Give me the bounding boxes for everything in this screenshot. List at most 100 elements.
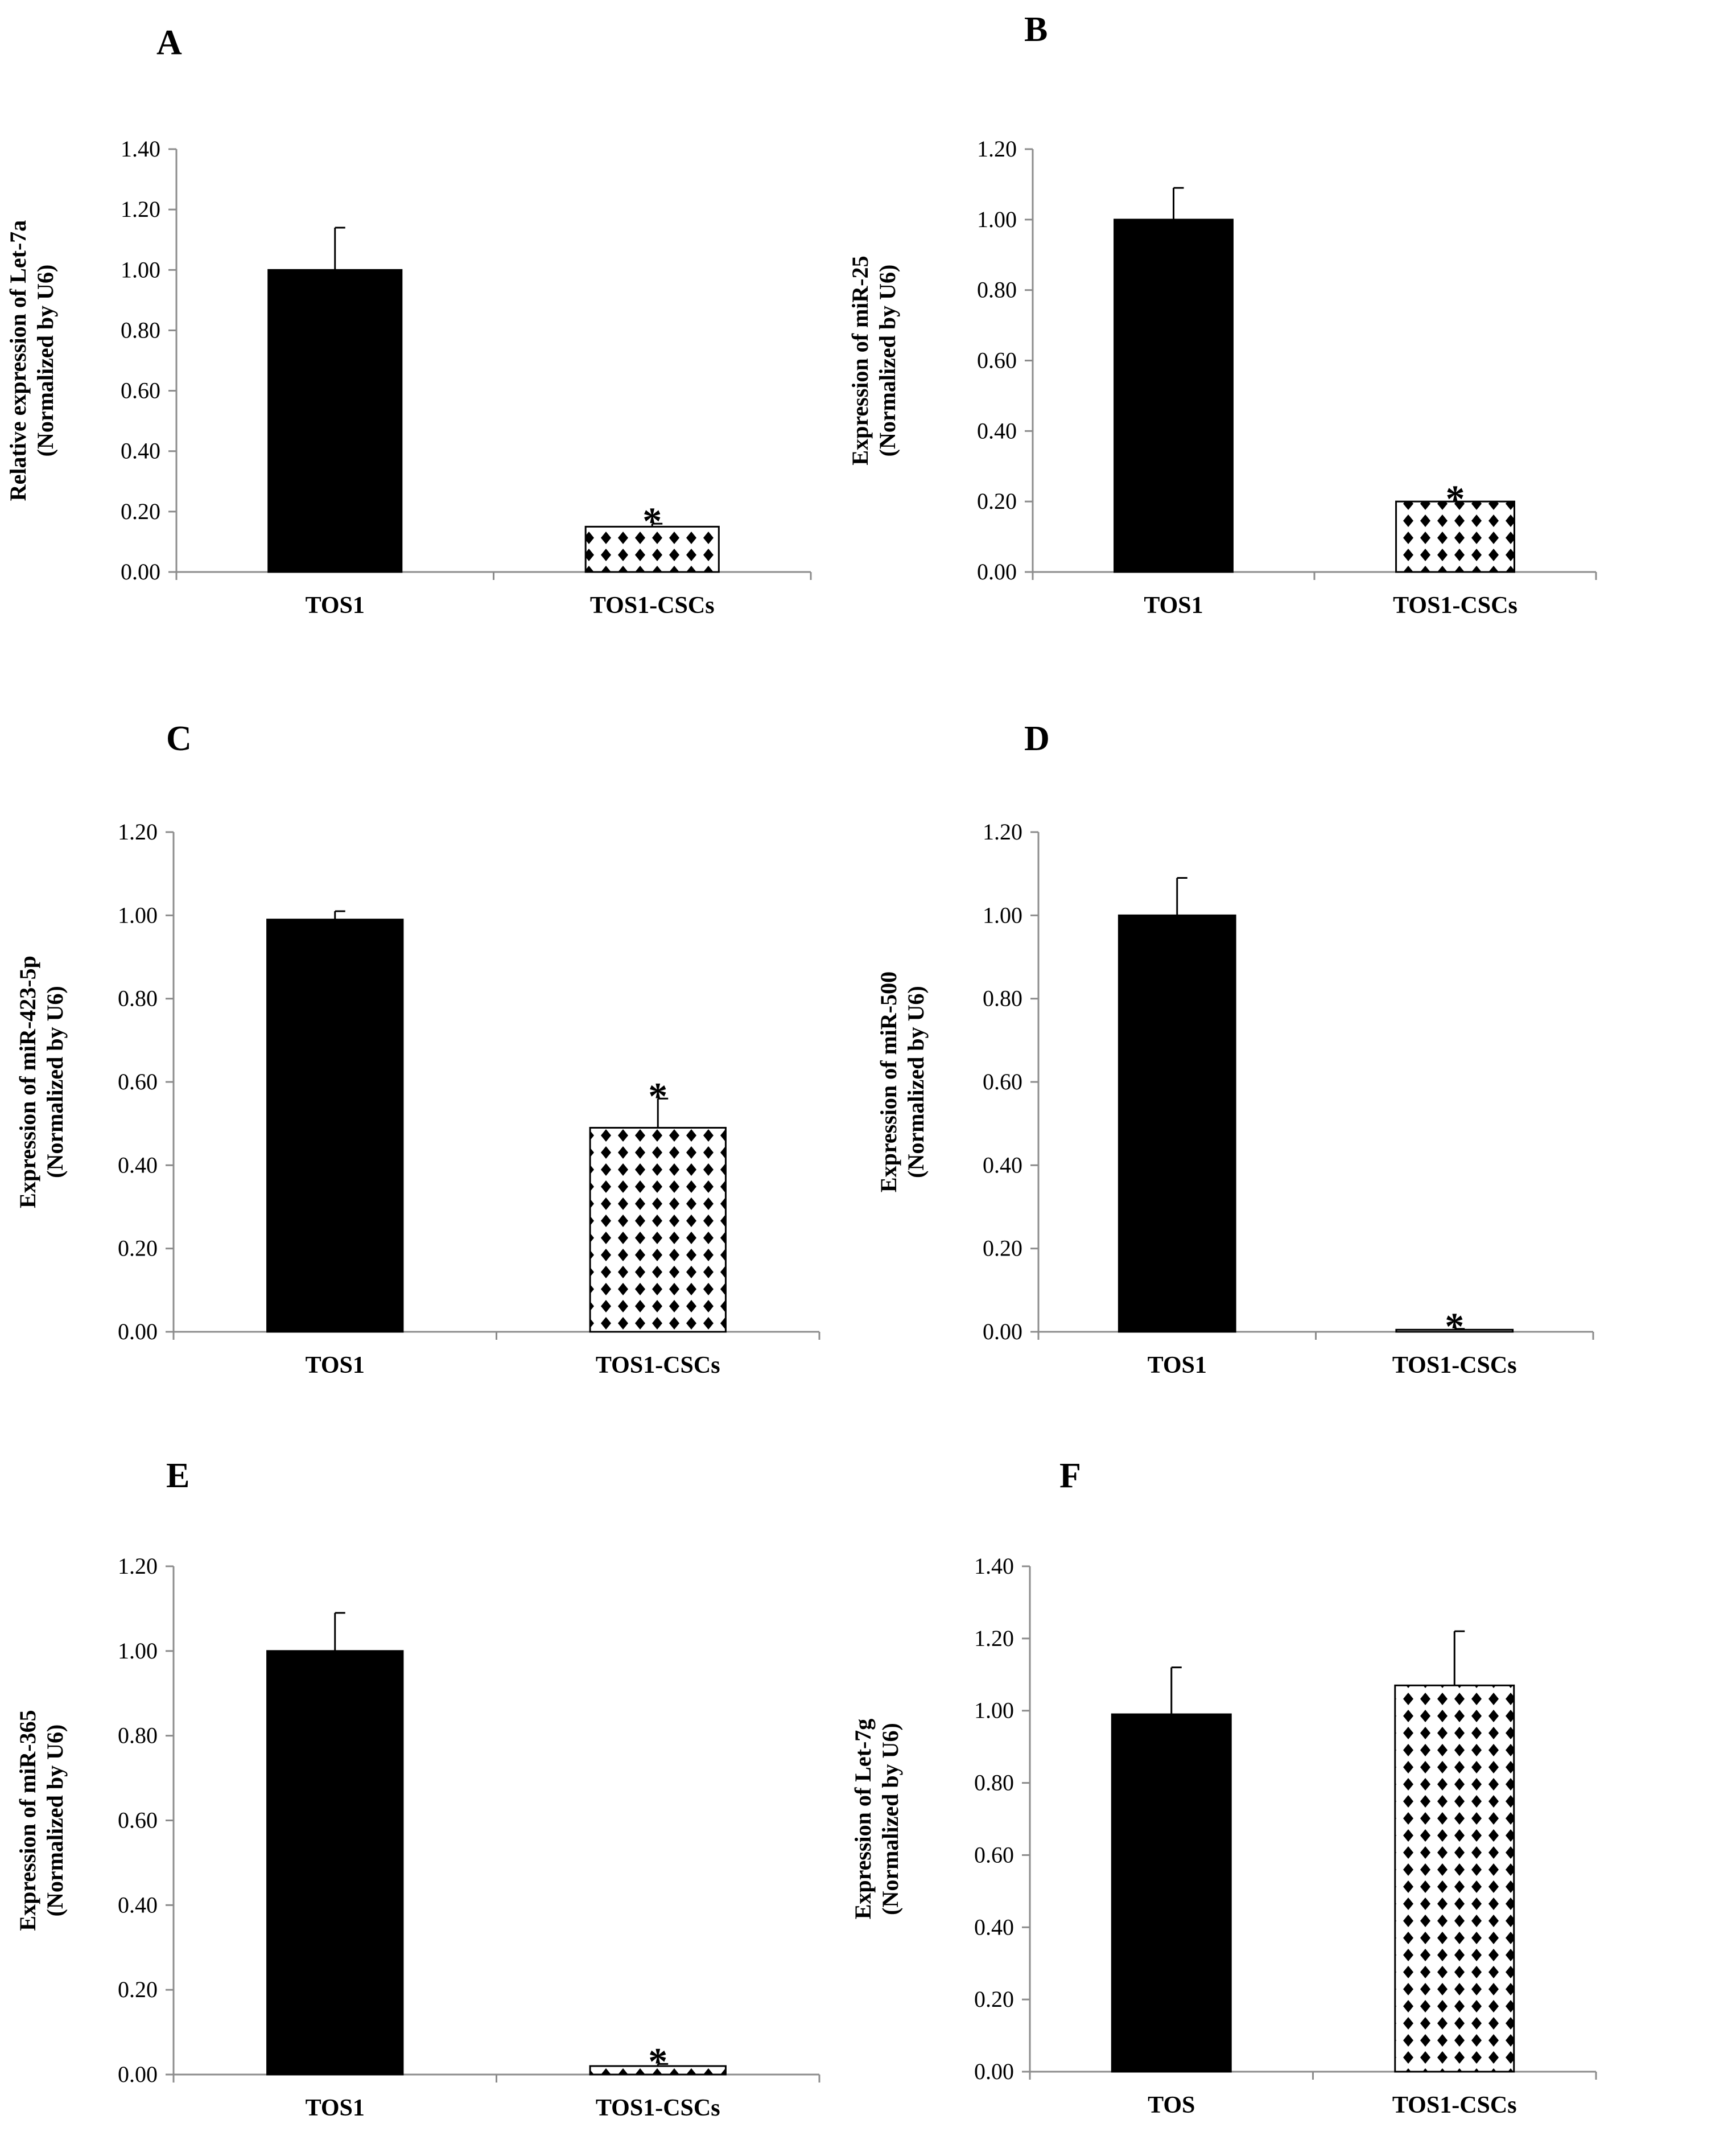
chart-panel-c: C 0.00 0.20 0.40 0.60 0.80 1.00 1.20 TOS1 * TOS1-C… bbox=[15, 719, 820, 1378]
y-axis-label-line1: Relative expression of Let-7a bbox=[5, 220, 31, 501]
y-tick-label: 0.20 bbox=[974, 1986, 1014, 2012]
y-axis-label: Expression of miR-423-5p(Normalized by U… bbox=[15, 956, 68, 1208]
bar-tos1 bbox=[267, 269, 403, 573]
y-tick-label: 0.40 bbox=[974, 1914, 1014, 1940]
y-tick-label: 0.40 bbox=[118, 1892, 158, 1917]
y-tick-label: 0.20 bbox=[118, 1977, 158, 2002]
y-tick-label: 1.20 bbox=[983, 819, 1022, 845]
y-tick-label: 0.20 bbox=[977, 488, 1017, 514]
y-axis-label: Expression of miR-25(Normalized by U6) bbox=[847, 256, 900, 465]
y-tick-label: 0.20 bbox=[118, 1236, 158, 1261]
y-tick-label: 0.60 bbox=[983, 1069, 1022, 1094]
y-axis-label-line1: Expression of miR-500 bbox=[876, 972, 901, 1192]
x-category-label: TOS1-CSCs bbox=[596, 1352, 720, 1378]
chart-panel-f: F 0.00 0.20 0.40 0.60 0.80 1.00 1.20 1.40 TOS TOS1… bbox=[850, 1456, 1597, 2118]
y-tick-label: 0.20 bbox=[121, 499, 160, 524]
chart-panel-b: B 0.00 0.20 0.40 0.60 0.80 1.00 1.20 TOS1 * TOS1-C… bbox=[847, 10, 1597, 619]
panel-label: E bbox=[166, 1456, 189, 1495]
y-tick-label: 0.80 bbox=[121, 317, 160, 343]
significance-marker: * bbox=[1445, 1304, 1464, 1348]
y-tick-label: 0.40 bbox=[118, 1152, 158, 1178]
y-tick-label: 1.20 bbox=[121, 196, 160, 222]
y-tick-label: 1.00 bbox=[974, 1698, 1014, 1723]
y-tick-label: 1.00 bbox=[121, 257, 160, 282]
y-tick-label: 1.00 bbox=[118, 902, 158, 928]
y-axis-label-line1: Expression of miR-423-5p bbox=[15, 956, 40, 1208]
y-axis-label-line1: Expression of miR-365 bbox=[15, 1710, 40, 1931]
y-tick-label: 0.80 bbox=[118, 1723, 158, 1748]
y-tick-label: 0.80 bbox=[977, 277, 1017, 303]
y-tick-label: 0.60 bbox=[118, 1808, 158, 1833]
y-axis-label-line1: Expression of Let-7g bbox=[850, 1719, 876, 1920]
y-tick-label: 0.20 bbox=[983, 1236, 1022, 1261]
y-tick-label: 0.40 bbox=[121, 438, 160, 464]
bar-tos1-cscs bbox=[584, 525, 720, 573]
y-axis-label-line2: (Normalized by U6) bbox=[875, 265, 900, 457]
bar-tos bbox=[1111, 1713, 1232, 2073]
y-axis-label: Expression of miR-500(Normalized by U6) bbox=[876, 972, 929, 1192]
y-tick-label: 1.00 bbox=[118, 1638, 158, 1664]
x-category-label: TOS1 bbox=[1148, 1352, 1207, 1378]
y-tick-label: 0.80 bbox=[974, 1770, 1014, 1796]
y-axis-label-line2: (Normalized by U6) bbox=[903, 986, 929, 1178]
y-tick-label: 0.00 bbox=[121, 559, 160, 585]
x-category-label: TOS1-CSCs bbox=[590, 592, 715, 619]
significance-marker: * bbox=[1446, 477, 1465, 520]
bar-tos1-cscs bbox=[1395, 500, 1515, 573]
y-tick-label: 0.60 bbox=[121, 378, 160, 404]
y-tick-label: 1.00 bbox=[977, 207, 1017, 232]
y-tick-label: 0.80 bbox=[983, 986, 1022, 1011]
y-tick-label: 0.40 bbox=[983, 1152, 1022, 1178]
significance-marker: * bbox=[648, 2039, 667, 2083]
x-category-label: TOS1-CSCs bbox=[1392, 1352, 1517, 1378]
y-tick-label: 1.20 bbox=[118, 1553, 158, 1579]
x-category-label: TOS bbox=[1148, 2092, 1195, 2118]
y-tick-label: 0.00 bbox=[974, 2059, 1014, 2084]
bar-tos1 bbox=[266, 919, 404, 1333]
y-tick-label: 0.00 bbox=[118, 2061, 158, 2087]
y-tick-label: 0.60 bbox=[118, 1069, 158, 1094]
y-tick-label: 1.20 bbox=[118, 819, 158, 845]
y-axis-label-line2: (Normalized by U6) bbox=[32, 265, 58, 457]
panel-label: F bbox=[1059, 1456, 1081, 1495]
y-tick-label: 1.40 bbox=[121, 136, 160, 162]
bar-tos1-cscs bbox=[589, 1126, 727, 1333]
y-tick-label: 1.40 bbox=[974, 1553, 1014, 1579]
x-category-label: TOS1-CSCs bbox=[1393, 592, 1518, 619]
panel-label: B bbox=[1024, 10, 1048, 49]
y-tick-label: 1.20 bbox=[977, 136, 1017, 162]
y-axis-label: Expression of Let-7g(Normalized by U6) bbox=[850, 1719, 903, 1920]
panel-label: A bbox=[156, 23, 182, 62]
y-tick-label: 0.00 bbox=[977, 559, 1017, 585]
chart-panel-a: A 0.00 0.20 0.40 0.60 0.80 1.00 1.20 1.40 TOS1 * TO… bbox=[5, 23, 812, 619]
y-axis-label-line2: (Normalized by U6) bbox=[42, 986, 68, 1178]
bar-tos1-cscs bbox=[1394, 1684, 1515, 2073]
bar-tos1 bbox=[1118, 914, 1236, 1333]
panel-label: C bbox=[166, 719, 192, 758]
chart-panel-d: D 0.00 0.20 0.40 0.60 0.80 1.00 1.20 TOS1 * TOS1-C… bbox=[876, 719, 1594, 1378]
x-category-label: TOS1-CSCs bbox=[1392, 2092, 1517, 2118]
y-axis-label-line2: (Normalized by U6) bbox=[877, 1723, 903, 1915]
bar-tos1 bbox=[1114, 219, 1234, 573]
y-axis-label-line1: Expression of miR-25 bbox=[847, 256, 873, 465]
x-category-label: TOS1-CSCs bbox=[596, 2095, 720, 2121]
y-axis-label: Relative expression of Let-7a(Normalized… bbox=[5, 220, 58, 501]
bar-tos1 bbox=[266, 1650, 404, 2076]
y-tick-label: 1.00 bbox=[983, 902, 1022, 928]
y-axis-label-line2: (Normalized by U6) bbox=[42, 1725, 68, 1917]
chart-panel-e: E 0.00 0.20 0.40 0.60 0.80 1.00 1.20 TOS1 * TOS1-C… bbox=[15, 1456, 820, 2121]
y-tick-label: 0.60 bbox=[974, 1842, 1014, 1867]
y-tick-label: 0.40 bbox=[977, 418, 1017, 443]
y-axis-label: Expression of miR-365(Normalized by U6) bbox=[15, 1710, 68, 1931]
x-category-label: TOS1 bbox=[1144, 592, 1203, 619]
x-category-label: TOS1 bbox=[306, 592, 365, 619]
y-tick-label: 0.80 bbox=[118, 986, 158, 1011]
y-tick-label: 1.20 bbox=[974, 1625, 1014, 1651]
y-tick-label: 0.00 bbox=[118, 1319, 158, 1344]
x-category-label: TOS1 bbox=[306, 2095, 365, 2121]
y-tick-label: 0.60 bbox=[977, 348, 1017, 373]
y-tick-label: 0.00 bbox=[983, 1319, 1022, 1344]
significance-marker: * bbox=[648, 1074, 667, 1117]
panel-label: D bbox=[1024, 719, 1050, 758]
x-category-label: TOS1 bbox=[306, 1352, 365, 1378]
